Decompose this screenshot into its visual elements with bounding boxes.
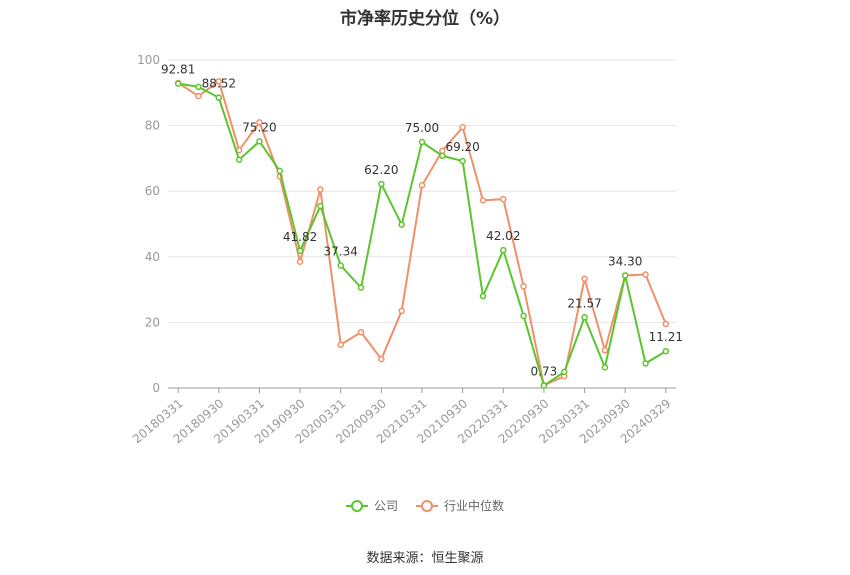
data-point-company xyxy=(357,284,365,291)
data-point-industry xyxy=(215,78,223,85)
data-point-industry xyxy=(459,123,466,131)
legend-item-industry[interactable]: 行业中位数 xyxy=(416,497,504,514)
data-label: 75.00 xyxy=(405,121,439,135)
data-point-company xyxy=(520,312,527,320)
data-label: 41.82 xyxy=(283,230,317,244)
data-label: 92.81 xyxy=(161,63,195,77)
data-point-company xyxy=(215,94,223,101)
data-point-industry xyxy=(642,271,649,278)
data-point-company xyxy=(601,364,609,371)
legend-company-swatch xyxy=(345,499,368,513)
data-point-industry xyxy=(520,283,527,290)
data-point-industry xyxy=(500,195,507,203)
data-point-company xyxy=(418,138,426,146)
data-label: 69.20 xyxy=(445,140,479,154)
data-point-company xyxy=(459,157,466,165)
data-point-company xyxy=(500,246,507,254)
data-point-industry xyxy=(398,307,405,315)
data-point-company xyxy=(662,347,670,355)
y-tick-label: 100 xyxy=(137,53,160,67)
data-point-company xyxy=(235,156,243,163)
y-tick-label: 20 xyxy=(145,315,160,329)
data-point-company xyxy=(296,247,304,255)
data-point-industry xyxy=(337,341,344,348)
data-label: 21.57 xyxy=(567,296,601,310)
data-point-industry xyxy=(195,92,202,100)
data-point-company xyxy=(174,80,182,87)
data-label: 11.21 xyxy=(649,330,683,344)
legend-industry-swatch xyxy=(416,499,438,513)
data-point-industry xyxy=(317,186,324,193)
data-point-industry xyxy=(296,258,304,265)
y-tick-label: 40 xyxy=(145,250,160,264)
data-point-company xyxy=(540,382,548,389)
data-label: 62.20 xyxy=(364,163,398,177)
data-point-industry xyxy=(581,275,588,283)
data-point-company xyxy=(642,360,649,367)
data-point-company xyxy=(317,202,324,210)
data-point-company xyxy=(621,272,629,279)
data-label: 75.20 xyxy=(242,120,276,134)
data-label: 42.02 xyxy=(486,229,520,243)
data-point-company xyxy=(256,138,263,145)
y-tick-label: 80 xyxy=(145,119,160,133)
data-point-company xyxy=(581,314,588,321)
data-point-industry xyxy=(601,347,609,354)
legend: 公司 行业中位数 xyxy=(0,497,850,514)
data-point-industry xyxy=(256,119,263,126)
data-point-industry xyxy=(418,182,426,189)
data-point-company xyxy=(398,221,405,228)
data-point-industry xyxy=(662,320,670,328)
data-point-industry xyxy=(479,197,487,204)
data-point-company xyxy=(439,152,446,160)
y-tick-label: 0 xyxy=(152,381,160,395)
data-point-company xyxy=(378,180,385,188)
data-label: 34.30 xyxy=(608,254,642,268)
data-point-company xyxy=(276,167,284,175)
data-source: 数据来源：恒生聚源 xyxy=(366,551,484,566)
data-label: 0.73 xyxy=(531,365,558,379)
data-label: 37.34 xyxy=(324,245,358,259)
y-tick-label: 60 xyxy=(145,184,160,198)
legend-industry-label: 行业中位数 xyxy=(444,499,505,513)
data-point-company xyxy=(560,368,568,376)
data-point-company xyxy=(337,262,344,269)
data-point-company xyxy=(195,83,202,91)
data-point-company xyxy=(479,292,487,300)
chart-title: 市净率历史分位（%） xyxy=(339,9,511,29)
data-label: 88.52 xyxy=(202,77,236,91)
data-point-industry xyxy=(378,355,385,363)
data-point-industry xyxy=(357,328,365,336)
legend-company-label: 公司 xyxy=(373,499,398,513)
legend-item-company[interactable]: 公司 xyxy=(345,497,398,514)
